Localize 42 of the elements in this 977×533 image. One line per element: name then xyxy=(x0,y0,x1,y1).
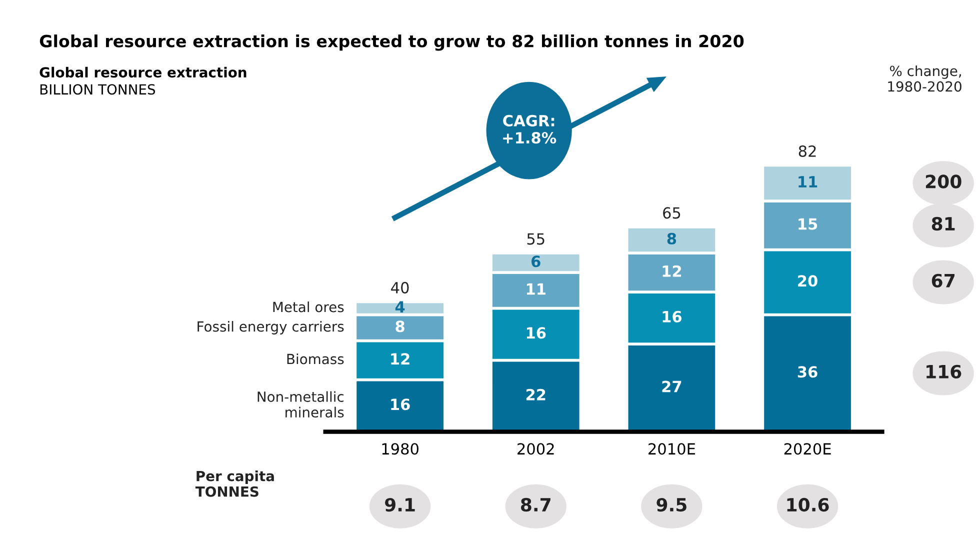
x-tick-label: 2010E xyxy=(648,443,695,455)
data-label: 22 xyxy=(526,388,546,400)
data-label: 8 xyxy=(667,232,676,244)
series-label: Biomass xyxy=(287,354,344,364)
data-label: 16 xyxy=(391,398,410,410)
data-label: 11 xyxy=(798,176,818,188)
data-label: 6 xyxy=(532,256,540,268)
total-label: 82 xyxy=(798,145,816,157)
text: 8.7 xyxy=(520,498,550,512)
text: 10.6 xyxy=(787,498,829,512)
data-label: 36 xyxy=(798,366,818,378)
text: 200 xyxy=(926,174,962,188)
series-label: Fossil energy carriers xyxy=(198,321,344,334)
data-label: 12 xyxy=(391,353,410,364)
data-label: 16 xyxy=(662,310,682,322)
data-label: 16 xyxy=(526,327,546,339)
x-tick-label: 2020E xyxy=(784,443,831,455)
text: 9.5 xyxy=(656,498,686,512)
total-label: 55 xyxy=(527,233,544,245)
data-label: 15 xyxy=(798,218,818,230)
chart-title: Global resource extraction is expected to grow to 82 billion tonnes in 2020 xyxy=(40,34,744,51)
text: % change, 1980-2020 xyxy=(888,65,962,92)
text: Per capita TONNES xyxy=(195,470,274,497)
data-label: 27 xyxy=(662,380,682,392)
x-tick-label: 1980 xyxy=(382,443,418,455)
text: 67 xyxy=(932,274,954,288)
x-tick-label: 2002 xyxy=(518,443,554,455)
data-label: 8 xyxy=(396,320,404,332)
data-label: 20 xyxy=(798,275,818,287)
total-label: 40 xyxy=(391,282,409,294)
data-label: 11 xyxy=(526,283,546,295)
text: CAGR: +1.8% xyxy=(503,114,556,144)
series-label: Metal ores xyxy=(273,302,344,312)
text: 81 xyxy=(932,216,955,231)
text: 9.1 xyxy=(384,498,415,512)
data-label: 4 xyxy=(395,301,405,312)
series-label: Non-metallic minerals xyxy=(258,391,344,418)
data-label: 12 xyxy=(662,265,681,277)
text: BILLION TONNES xyxy=(40,84,156,95)
text: 116 xyxy=(926,364,962,378)
text: Global resource extraction xyxy=(40,66,246,78)
total-label: 65 xyxy=(663,207,680,219)
